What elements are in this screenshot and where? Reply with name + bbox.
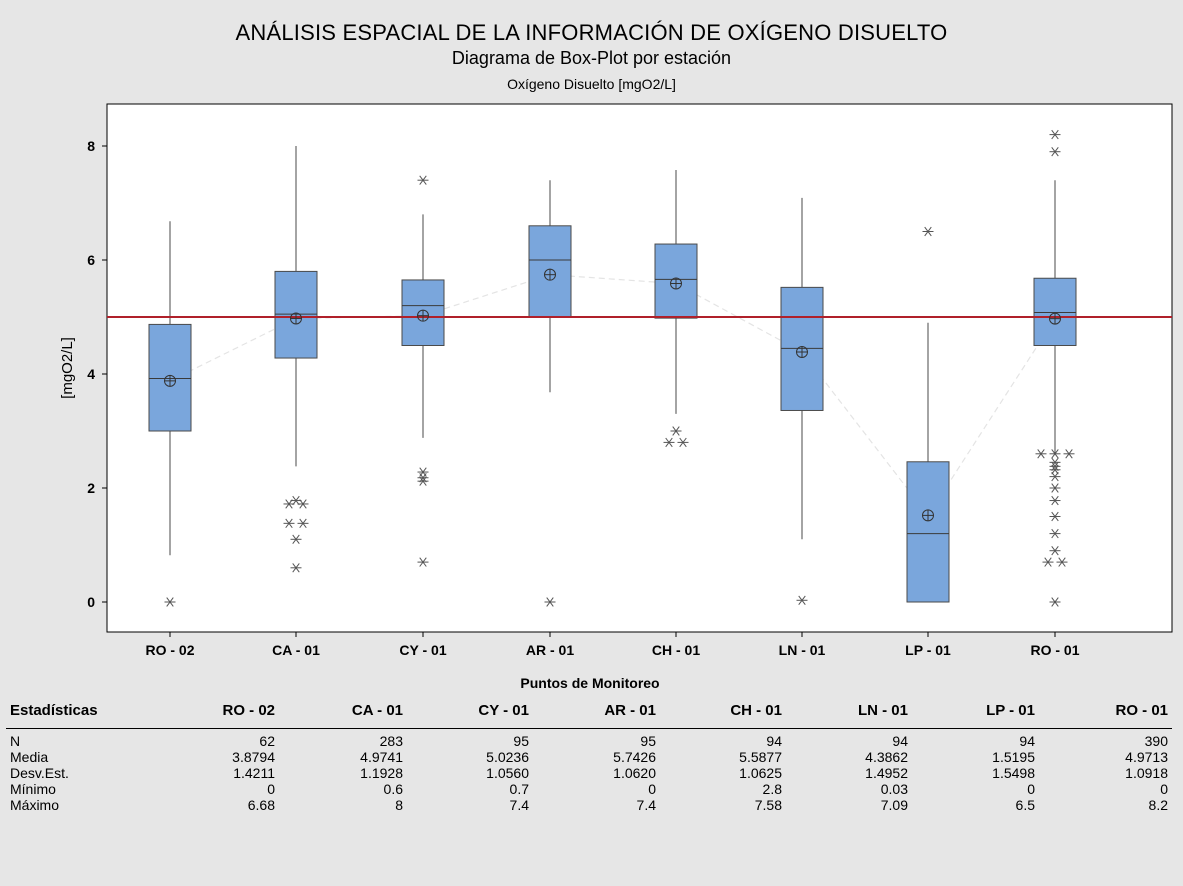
table-divider <box>6 728 1172 729</box>
boxplot-chart: 0 2 4 6 8 RO - 02 CA - 01 CY - 01 AR - 01 CH - 01… <box>0 0 1183 700</box>
statistics-cell: 6.5 <box>1016 797 1035 813</box>
statistics-row-label: N <box>10 733 20 749</box>
statistics-column-header: CA - 01 <box>352 702 403 719</box>
y-tick-label: 2 <box>87 480 95 496</box>
statistics-cell: 1.4211 <box>233 765 275 781</box>
x-tick-label: RO - 02 <box>145 642 194 658</box>
statistics-header-row: Estadísticas RO - 02 CA - 01 CY - 01 AR - 0… <box>6 702 1172 728</box>
statistics-cell: 1.0620 <box>613 765 656 781</box>
statistics-cell: 1.4952 <box>865 765 908 781</box>
statistics-cell: 0 <box>648 781 656 797</box>
x-tick-label: LN - 01 <box>779 642 826 658</box>
statistics-row: Desv.Est. 1.4211 1.1928 1.0560 1.0620 1.0625 1… <box>6 765 1172 781</box>
statistics-cell: 95 <box>513 733 529 749</box>
statistics-row: N 62 283 95 95 94 94 94 390 <box>6 733 1172 749</box>
statistics-row-label: Mínimo <box>10 781 56 797</box>
box-iqr <box>1034 278 1076 345</box>
statistics-cell: 390 <box>1145 733 1168 749</box>
statistics-cell: 0 <box>1160 781 1168 797</box>
statistics-cell: 94 <box>892 733 908 749</box>
statistics-cell: 5.5877 <box>739 749 782 765</box>
statistics-cell: 4.3862 <box>865 749 908 765</box>
statistics-cell: 0.7 <box>510 781 529 797</box>
x-tick-label: AR - 01 <box>526 642 574 658</box>
statistics-cell: 95 <box>640 733 656 749</box>
statistics-column-header: RO - 02 <box>222 702 275 719</box>
statistics-cell: 8 <box>395 797 403 813</box>
statistics-cell: 4.9713 <box>1125 749 1168 765</box>
statistics-cell: 6.68 <box>248 797 275 813</box>
statistics-row-label: Desv.Est. <box>10 765 69 781</box>
statistics-cell: 8.2 <box>1149 797 1168 813</box>
mean-marker <box>797 346 808 357</box>
plot-area <box>107 104 1172 632</box>
statistics-row: Mínimo 0 0.6 0.7 0 2.8 0.03 0 0 <box>6 781 1172 797</box>
statistics-cell: 283 <box>380 733 403 749</box>
statistics-cell: 1.1928 <box>360 765 403 781</box>
statistics-column-header: LP - 01 <box>986 702 1035 719</box>
mean-marker <box>923 510 934 521</box>
box-iqr <box>907 462 949 602</box>
statistics-cell: 7.58 <box>755 797 782 813</box>
statistics-cell: 4.9741 <box>360 749 403 765</box>
statistics-row: Media 3.8794 4.9741 5.0236 5.7426 5.5877 4.386… <box>6 749 1172 765</box>
y-tick-label: 0 <box>87 594 95 610</box>
x-tick-label: CH - 01 <box>652 642 700 658</box>
statistics-cell: 5.0236 <box>486 749 529 765</box>
statistics-cell: 1.5195 <box>992 749 1035 765</box>
y-tick-label: 6 <box>87 252 95 268</box>
x-axis-label: Puntos de Monitoreo <box>520 675 659 691</box>
statistics-row: Máximo 6.68 8 7.4 7.4 7.58 7.09 6.5 8.2 <box>6 797 1172 813</box>
statistics-cell: 62 <box>259 733 275 749</box>
statistics-cell: 0 <box>1027 781 1035 797</box>
x-tick-label: CA - 01 <box>272 642 320 658</box>
statistics-cell: 1.0918 <box>1125 765 1168 781</box>
x-tick-label: LP - 01 <box>905 642 951 658</box>
statistics-cell: 7.4 <box>510 797 529 813</box>
statistics-column-header: CH - 01 <box>730 702 782 719</box>
statistics-cell: 94 <box>766 733 782 749</box>
statistics-column-header: LN - 01 <box>858 702 908 719</box>
mean-marker <box>165 375 176 386</box>
x-tick-label: CY - 01 <box>399 642 446 658</box>
y-tick-label: 4 <box>87 366 95 382</box>
statistics-column-header: AR - 01 <box>604 702 656 719</box>
statistics-row-label: Máximo <box>10 797 59 813</box>
statistics-cell: 0.03 <box>881 781 908 797</box>
y-tick-label: 8 <box>87 138 95 154</box>
mean-marker <box>1050 313 1061 324</box>
statistics-cell: 1.0560 <box>486 765 529 781</box>
y-axis-label: [mgO2/L] <box>59 337 76 399</box>
mean-marker <box>418 310 429 321</box>
statistics-cell: 3.8794 <box>232 749 275 765</box>
statistics-cell: 2.8 <box>763 781 782 797</box>
mean-marker <box>671 278 682 289</box>
statistics-header-label: Estadísticas <box>10 702 98 719</box>
mean-marker <box>545 269 556 280</box>
statistics-cell: 0.6 <box>384 781 403 797</box>
statistics-cell: 94 <box>1019 733 1035 749</box>
statistics-column-header: CY - 01 <box>478 702 529 719</box>
statistics-row-label: Media <box>10 749 48 765</box>
x-tick-label: RO - 01 <box>1030 642 1079 658</box>
statistics-cell: 5.7426 <box>613 749 656 765</box>
statistics-cell: 7.4 <box>637 797 656 813</box>
statistics-table: Estadísticas RO - 02 CA - 01 CY - 01 AR - 0… <box>6 702 1172 813</box>
mean-marker <box>291 313 302 324</box>
statistics-cell: 7.09 <box>881 797 908 813</box>
statistics-cell: 1.5498 <box>992 765 1035 781</box>
statistics-cell: 0 <box>267 781 275 797</box>
statistics-column-header: RO - 01 <box>1115 702 1168 719</box>
statistics-cell: 1.0625 <box>739 765 782 781</box>
